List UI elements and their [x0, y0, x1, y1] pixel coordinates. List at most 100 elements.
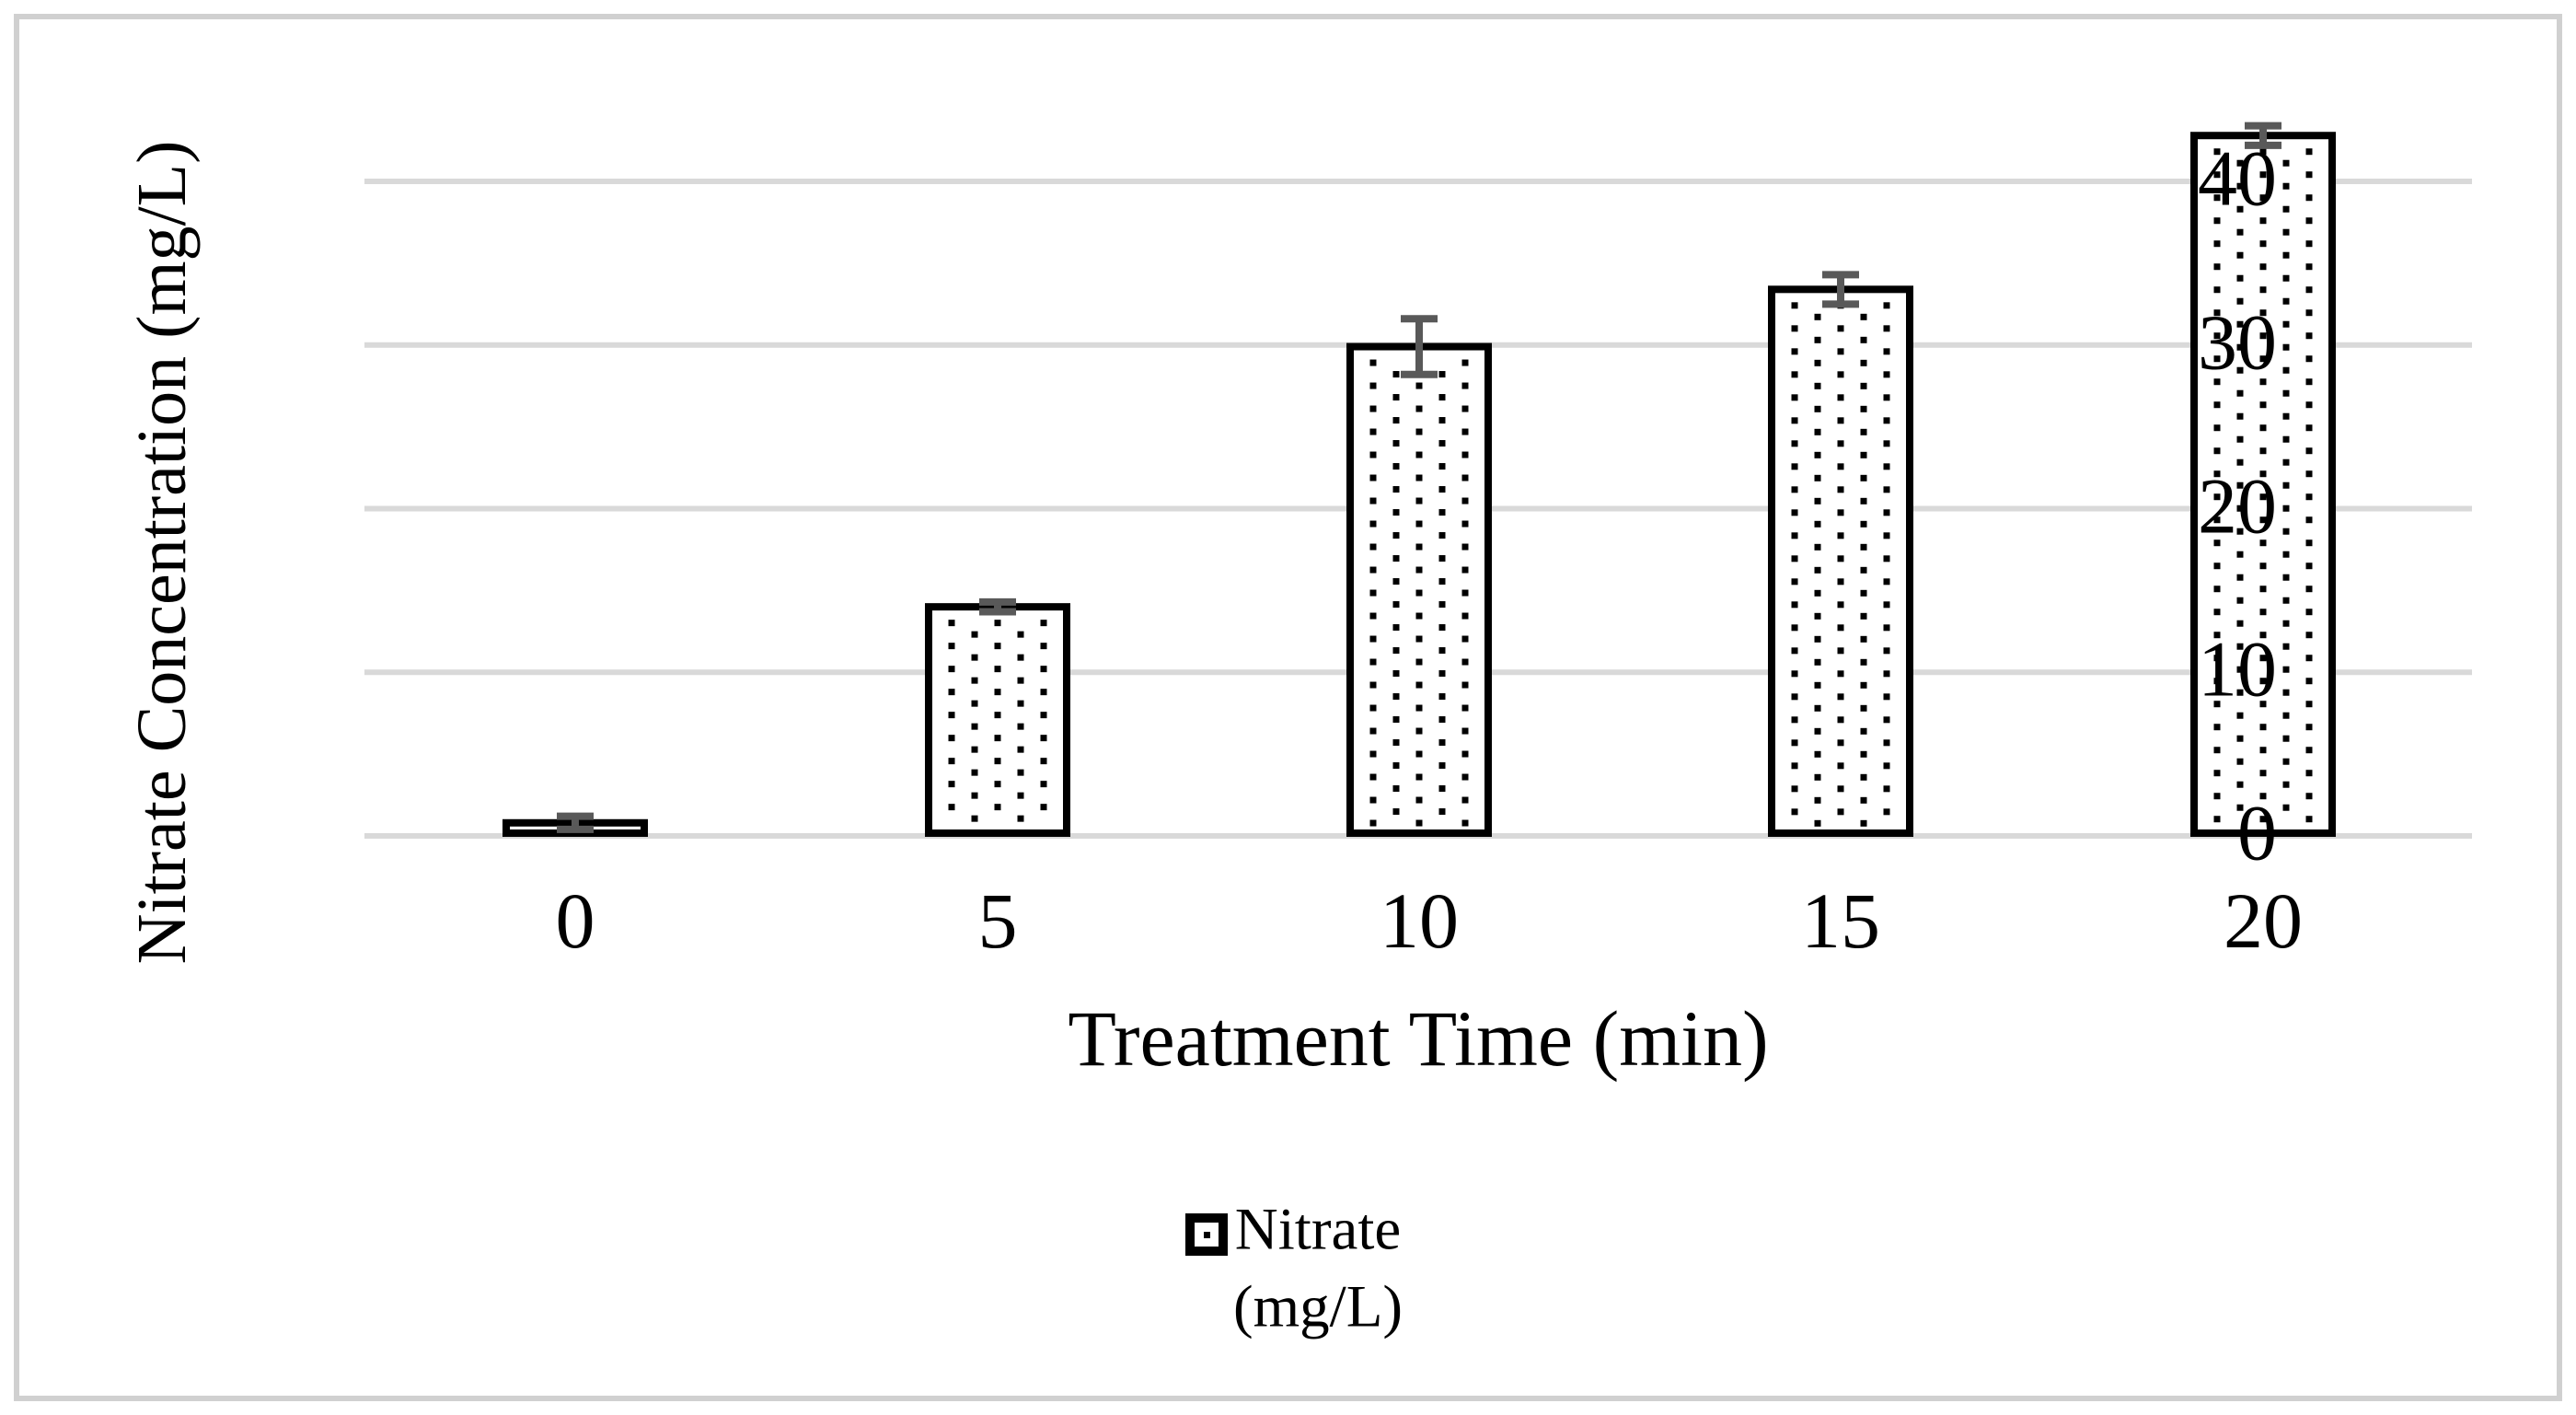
- bar-pattern-dot: [2236, 228, 2244, 236]
- bar-pattern-dot: [1883, 394, 1890, 401]
- bar-pattern-dot: [2305, 678, 2313, 685]
- bar-pattern-dot: [1814, 428, 1821, 435]
- x-axis-title: Treatment Time (min): [1068, 994, 1769, 1083]
- bar-pattern-dot: [1415, 382, 1423, 389]
- bar-pattern-dot: [1883, 601, 1890, 609]
- bar-pattern-dot: [2282, 781, 2290, 788]
- bar-pattern-dot: [2236, 758, 2244, 765]
- bar-pattern-dot: [1791, 555, 1798, 563]
- bar-pattern-dot: [2305, 586, 2313, 593]
- bar-pattern-dot: [2236, 412, 2244, 420]
- bar-pattern-dot: [2305, 632, 2313, 639]
- bar-pattern-dot: [1791, 601, 1798, 609]
- bar-pattern-dot: [1883, 555, 1890, 563]
- bar-pattern-dot: [1017, 654, 1024, 661]
- bar-pattern-dot: [2213, 632, 2221, 639]
- error-bar-5min: [979, 597, 1016, 616]
- bar-pattern-dot: [2259, 240, 2267, 248]
- bar-pattern-dot: [2213, 493, 2221, 501]
- bar-pattern-dot: [1438, 486, 1446, 493]
- bar-pattern-dot: [1392, 808, 1400, 816]
- bar-pattern-dot: [1814, 474, 1821, 481]
- bar-pattern-dot: [1837, 325, 1844, 332]
- bar-pattern-dot: [2259, 424, 2267, 432]
- bar-pattern-dot: [2213, 263, 2221, 271]
- bar-pattern-dot: [1392, 509, 1400, 516]
- bar-pattern-dot: [948, 643, 955, 650]
- bar-pattern-dot: [1814, 681, 1821, 689]
- bar-pattern-dot: [1461, 520, 1469, 528]
- bar-pattern-dot: [1461, 681, 1469, 689]
- bar-pattern-dot: [1814, 543, 1821, 551]
- bar-pattern-dot: [2282, 435, 2290, 443]
- bar-pattern-dot: [2259, 563, 2267, 570]
- bar-pattern-dot: [1883, 348, 1890, 355]
- bar-pattern-dot: [1883, 647, 1890, 655]
- y-axis-title: Nitrate Concentration (mg/L): [123, 140, 201, 965]
- bar-pattern-dot: [2213, 194, 2221, 202]
- bar-pattern-dot: [1369, 589, 1377, 597]
- bar-pattern-dot: [1860, 382, 1867, 389]
- bar-pattern-dot: [1837, 785, 1844, 793]
- bar-pattern-dot: [1461, 428, 1469, 435]
- bar-pattern-dot: [2305, 171, 2313, 179]
- bar-pattern-dot: [1791, 509, 1798, 516]
- bar-pattern-dot: [971, 815, 978, 822]
- bar-pattern-dot: [1883, 486, 1890, 493]
- bar-pattern-dot: [2259, 586, 2267, 593]
- bar-pattern-dot: [1837, 532, 1844, 539]
- bar-pattern-dot: [1392, 785, 1400, 793]
- bar-pattern-dot: [2259, 194, 2267, 202]
- bar-pattern-dot: [1860, 612, 1867, 620]
- bar-pattern-dot: [2259, 378, 2267, 386]
- bar-pattern-dot: [2259, 171, 2267, 179]
- bar-pattern-dot: [2236, 666, 2244, 673]
- bar-pattern-dot: [2213, 747, 2221, 754]
- bar-pattern-dot: [1369, 520, 1377, 528]
- bar-pattern-dot: [2259, 401, 2267, 409]
- bar-pattern-dot: [1040, 712, 1047, 719]
- bar-pattern-dot: [1814, 313, 1821, 320]
- bar-pattern-dot: [1860, 566, 1867, 574]
- bar-pattern-dot: [1017, 677, 1024, 684]
- bar-pattern-dot: [2305, 217, 2313, 225]
- legend-marker-dotted-swatch: [1185, 1213, 1228, 1256]
- bar-pattern-dot: [1438, 739, 1446, 747]
- x-tick-label-20: 20: [2224, 876, 2303, 965]
- bar-pattern-dot: [1369, 405, 1377, 412]
- bar-pattern-dot: [2213, 793, 2221, 800]
- bar-pattern-dot: [2213, 655, 2221, 662]
- bar-pattern-dot: [2259, 793, 2267, 800]
- bar-pattern-dot: [1369, 819, 1377, 827]
- bar-pattern-dot: [1814, 819, 1821, 827]
- bar-pattern-dot: [1040, 620, 1047, 627]
- bar-pattern-dot: [2282, 804, 2290, 811]
- bar-pattern-dot: [1860, 336, 1867, 343]
- bar-pattern-dot: [2282, 712, 2290, 719]
- bar-pattern-dot: [2236, 159, 2244, 167]
- bar-pattern-dot: [971, 700, 978, 707]
- bar-pattern-dot: [2236, 735, 2244, 742]
- bar-pattern-dot: [1392, 463, 1400, 470]
- y-tick-label-20: 20: [2198, 461, 2277, 551]
- bar-pattern-dot: [1392, 647, 1400, 655]
- bar-pattern-dot: [2282, 643, 2290, 650]
- bar-pattern-dot: [1883, 440, 1890, 447]
- bar-pattern-dot: [1369, 750, 1377, 758]
- bar-pattern-dot: [1392, 693, 1400, 701]
- bar-pattern-dot: [1415, 635, 1423, 643]
- bar-pattern-dot: [2236, 528, 2244, 535]
- bar-pattern-dot: [1461, 543, 1469, 551]
- bar-pattern-dot: [2282, 505, 2290, 512]
- bar-pattern-dot: [2305, 793, 2313, 800]
- bar-pattern-dot: [948, 620, 955, 627]
- bar-pattern-dot: [1461, 451, 1469, 458]
- bar-pattern-dot: [2305, 724, 2313, 731]
- bar-pattern-dot: [1837, 762, 1844, 770]
- error-bar-20min: [2245, 122, 2281, 149]
- bar-pattern-dot: [1837, 486, 1844, 493]
- x-tick-label-15: 15: [1801, 876, 1880, 965]
- bar-pattern-dot: [1814, 796, 1821, 804]
- bar-pattern-dot: [2213, 516, 2221, 524]
- x-tick-label-5: 5: [977, 876, 1018, 965]
